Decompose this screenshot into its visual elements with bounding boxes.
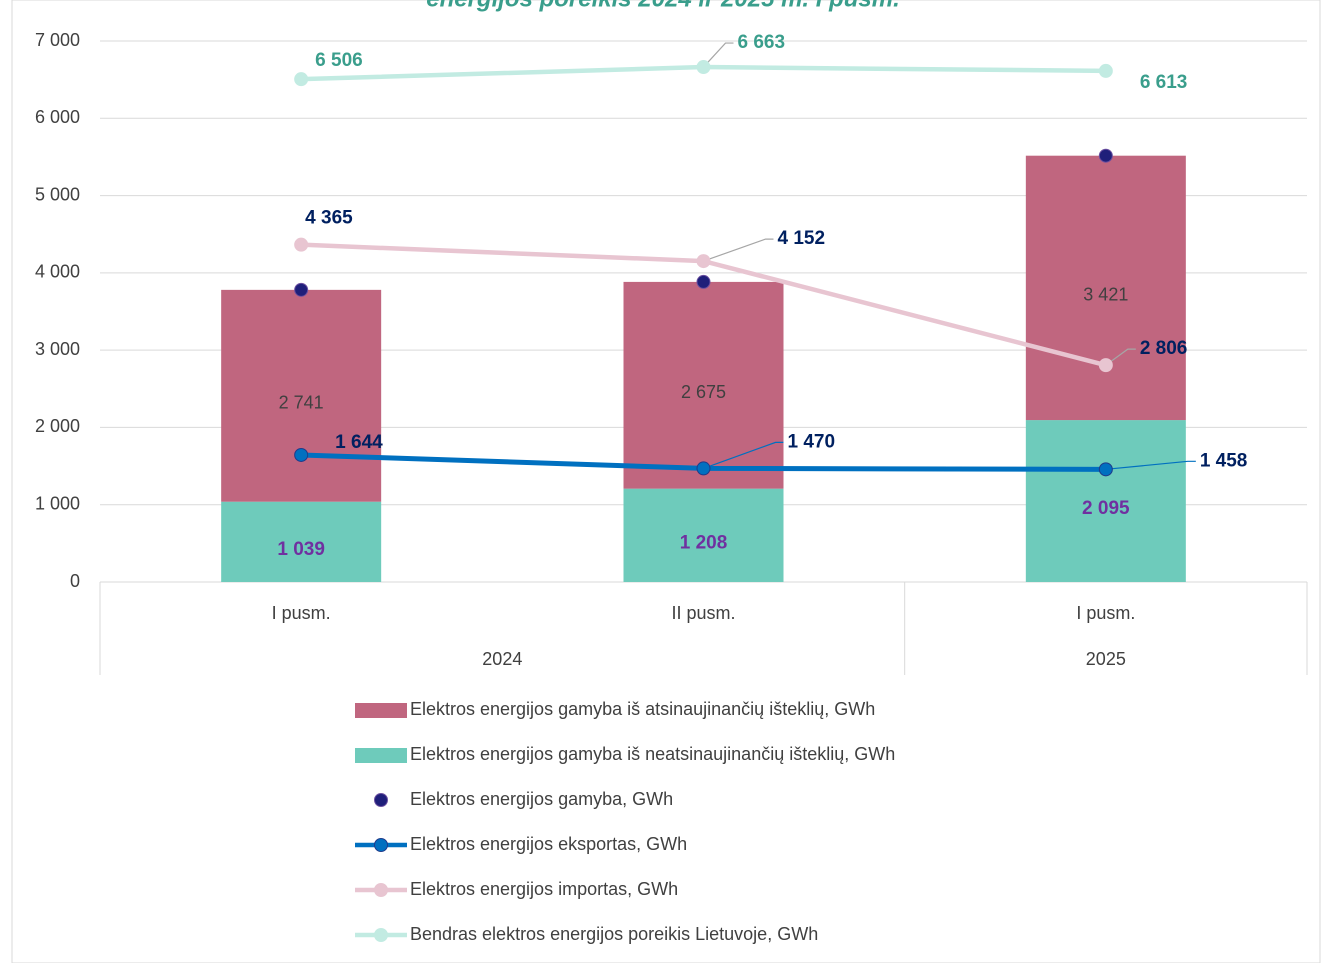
x-group-label: 2024: [482, 649, 522, 669]
bar: [221, 501, 382, 582]
y-tick-label: 2 000: [35, 416, 80, 436]
y-tick-label: 6 000: [35, 107, 80, 127]
legend-label: Elektros energijos eksportas, GWh: [410, 834, 687, 854]
legend-swatch: [374, 883, 388, 897]
leader-line: [1105, 348, 1136, 366]
y-tick-label: 3 000: [35, 339, 80, 359]
bar-label: 3 421: [1083, 285, 1128, 305]
y-tick-label: 0: [70, 571, 80, 591]
leader-line: [703, 42, 734, 68]
x-group-label: 2025: [1086, 649, 1126, 669]
dot: [696, 274, 711, 289]
legend-swatch: [355, 703, 407, 718]
data-label: 2 806: [1140, 338, 1188, 359]
dot: [1098, 148, 1113, 163]
legend-swatch: [374, 838, 388, 852]
leader-line: [703, 441, 784, 469]
line-marker: [294, 447, 309, 462]
line-marker: [1098, 462, 1113, 477]
bar: [1025, 155, 1186, 421]
data-label: 6 613: [1140, 72, 1188, 93]
y-tick-label: 1 000: [35, 493, 80, 513]
bar-label: 1 208: [680, 532, 728, 553]
x-tick-label: II pusm.: [671, 603, 735, 623]
bar-label: 2 095: [1082, 498, 1130, 519]
data-label: 4 152: [778, 228, 826, 249]
legend-label: Elektros energijos gamyba, GWh: [410, 789, 673, 809]
legend-label: Elektros energijos importas, GWh: [410, 879, 678, 899]
line-marker: [696, 254, 711, 269]
bar-label: 1 039: [277, 539, 325, 560]
data-label: 1 470: [788, 431, 836, 452]
line-marker: [696, 60, 711, 75]
data-label: 4 365: [305, 208, 353, 229]
bar-label: 2 741: [279, 393, 324, 413]
data-label: 6 506: [315, 50, 363, 71]
dot: [294, 282, 309, 297]
line-marker: [294, 237, 309, 252]
y-tick-label: 7 000: [35, 30, 80, 50]
data-label: 1 644: [335, 432, 383, 453]
bar-label: 2 675: [681, 382, 726, 402]
line-marker: [294, 72, 309, 87]
line-marker: [696, 461, 711, 476]
data-label: 1 458: [1200, 450, 1248, 471]
x-tick-label: I pusm.: [1076, 603, 1135, 623]
chart-frame: [11, 0, 1321, 963]
legend-swatch: [374, 928, 388, 942]
bar: [623, 281, 784, 489]
y-tick-label: 4 000: [35, 262, 80, 282]
legend-label: Elektros energijos gamyba iš atsinaujina…: [410, 699, 875, 719]
y-tick-label: 5 000: [35, 184, 80, 204]
line-marker: [1098, 358, 1113, 373]
legend-label: Elektros energijos gamyba iš neatsinauji…: [410, 744, 895, 764]
legend-swatch: [374, 793, 388, 807]
bar: [623, 488, 784, 582]
chart-title: energijos poreikis 2024 ir 2025 m. I pus…: [426, 0, 900, 12]
legend-swatch: [355, 748, 407, 763]
legend-label: Bendras elektros energijos poreikis Liet…: [410, 924, 818, 944]
leader-line: [1105, 460, 1196, 470]
bar: [1025, 420, 1186, 582]
data-label: 6 663: [738, 32, 786, 53]
line-marker: [1098, 63, 1113, 78]
leader-line: [703, 238, 774, 262]
bar: [221, 289, 382, 502]
x-tick-label: I pusm.: [272, 603, 331, 623]
